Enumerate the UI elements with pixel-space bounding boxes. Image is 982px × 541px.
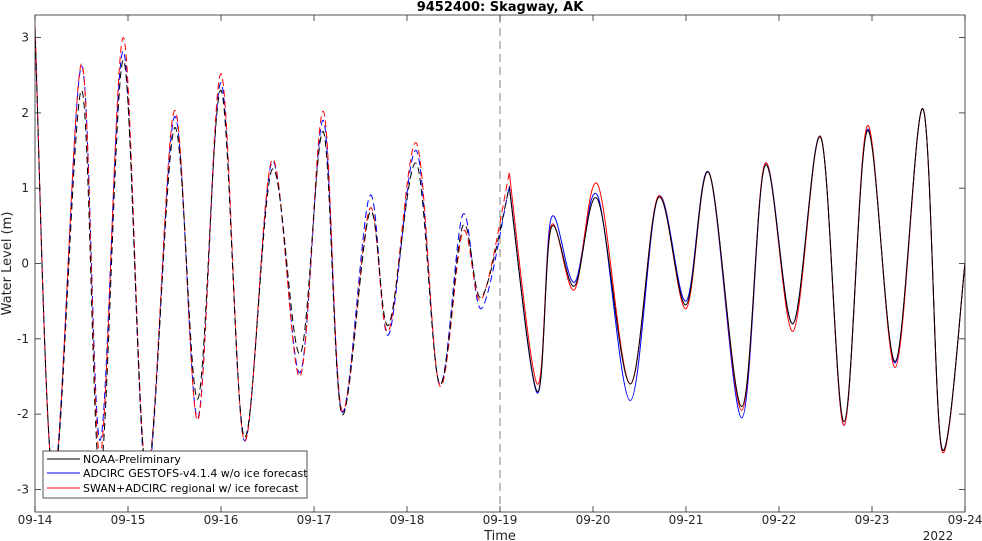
y-tick-label: 1 <box>21 181 29 195</box>
legend: NOAA-Preliminary ADCIRC GESTOFS-v4.1.4 w… <box>42 450 308 499</box>
y-tick-label: -3 <box>17 482 29 496</box>
x-tick-label: 09-19 <box>483 513 518 527</box>
legend-label-swan: SWAN+ADCIRC regional w/ ice forecast <box>83 482 299 495</box>
series-group <box>35 26 965 483</box>
y-axis-label: Water Level (m) <box>0 212 15 316</box>
x-tick-label: 09-17 <box>297 513 332 527</box>
y-tick-label: -2 <box>17 407 29 421</box>
series-0-forecast-path <box>508 108 965 451</box>
plot-area <box>34 14 966 513</box>
x-tick-label: 09-21 <box>669 513 704 527</box>
series-0-observed-path <box>35 30 510 483</box>
x-tick-label: 09-14 <box>18 513 53 527</box>
x-axis: 09-14 09-15 09-16 09-17 09-18 09-19 09-20 09-21… <box>18 15 982 527</box>
y-axis: -3 -2 -1 0 1 2 3 <box>17 31 965 496</box>
y-tick-label: 3 <box>21 31 29 45</box>
x-tick-label: 09-18 <box>390 513 425 527</box>
x-tick-label: 09-24 <box>948 513 982 527</box>
x-tick-label: 09-23 <box>855 513 890 527</box>
x-tick-label: 09-16 <box>204 513 239 527</box>
legend-label-noaa: NOAA-Preliminary <box>83 453 181 466</box>
x-tick-label: 09-15 <box>111 513 146 527</box>
chart-title: 9452400: Skagway, AK <box>417 0 585 15</box>
y-tick-label: 2 <box>21 106 29 120</box>
legend-box <box>42 450 308 499</box>
x-tick-label: 09-20 <box>576 513 611 527</box>
y-tick-label: 0 <box>21 257 29 271</box>
y-tick-label: -1 <box>17 332 29 346</box>
year-label: 2022 <box>923 529 954 541</box>
legend-label-adcirc: ADCIRC GESTOFS-v4.1.4 w/o ice forecast <box>83 467 308 480</box>
x-tick-label: 09-22 <box>762 513 797 527</box>
x-axis-label: Time <box>483 529 516 541</box>
